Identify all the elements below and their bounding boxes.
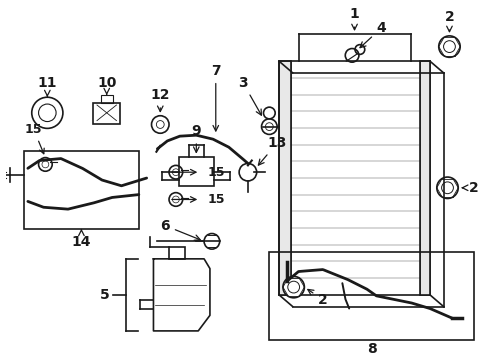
Text: 7: 7 [210,64,220,131]
Text: 13: 13 [258,136,286,165]
Bar [279,61,429,295]
Bar [419,61,429,295]
Bar [101,95,112,103]
Bar [93,103,120,125]
Text: 1: 1 [349,8,359,30]
Text: 2: 2 [462,181,478,195]
Bar [24,151,139,229]
Text: 3: 3 [238,76,261,115]
Bar [179,157,213,186]
Bar [269,252,473,340]
Text: 4: 4 [359,21,386,48]
Text: 2: 2 [444,10,453,32]
Text: 9: 9 [191,124,201,152]
Bar [169,247,184,259]
Text: 15: 15 [25,123,44,154]
Text: 10: 10 [97,76,116,95]
Bar [279,61,290,295]
Text: 14: 14 [72,230,91,249]
Text: 11: 11 [38,76,57,96]
Text: 6: 6 [160,219,200,240]
Text: 15: 15 [207,166,225,179]
Text: 2: 2 [307,289,327,307]
Text: 5: 5 [100,288,109,302]
Circle shape [438,36,459,57]
Circle shape [436,177,457,198]
Text: 12: 12 [150,88,170,112]
Circle shape [283,276,304,298]
Bar [419,61,429,295]
Bar [279,61,290,295]
Text: 15: 15 [207,193,225,206]
Text: 8: 8 [366,342,376,356]
